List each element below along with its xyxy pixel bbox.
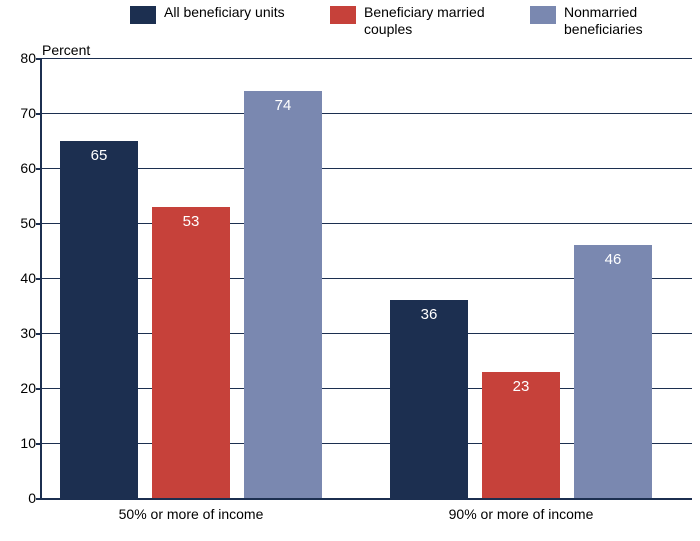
y-tick-mark (36, 278, 42, 280)
y-tick-mark (36, 113, 42, 115)
y-tick-mark (36, 333, 42, 335)
bar: 74 (244, 91, 322, 498)
legend-item: Beneficiary married couples (330, 4, 500, 38)
y-axis-title: Percent (42, 42, 90, 58)
legend-label: Beneficiary married couples (364, 4, 500, 38)
legend-swatch (130, 6, 156, 24)
plot-area: 0102030405060708065537450% or more of in… (40, 58, 692, 500)
bar: 23 (482, 372, 560, 499)
y-tick-mark (36, 388, 42, 390)
bar-value-label: 46 (574, 251, 652, 268)
bar-value-label: 65 (60, 147, 138, 164)
legend-swatch (530, 6, 556, 24)
y-tick-mark (36, 223, 42, 225)
legend-label: Nonmarried beneficiaries (564, 4, 700, 38)
legend-item: All beneficiary units (130, 4, 300, 38)
bar-value-label: 53 (152, 213, 230, 230)
bar: 36 (390, 300, 468, 498)
chart-container: All beneficiary units Beneficiary marrie… (0, 0, 700, 541)
y-tick-mark (36, 443, 42, 445)
y-tick-mark (36, 58, 42, 60)
bar: 46 (574, 245, 652, 498)
x-axis-label: 50% or more of income (60, 498, 322, 522)
bar-value-label: 36 (390, 306, 468, 323)
x-axis-label: 90% or more of income (390, 498, 652, 522)
bar-value-label: 74 (244, 97, 322, 114)
bar: 53 (152, 207, 230, 499)
bar: 65 (60, 141, 138, 499)
legend: All beneficiary units Beneficiary marrie… (130, 4, 700, 38)
grid-line (42, 168, 692, 169)
grid-line (42, 113, 692, 114)
y-tick-mark (36, 168, 42, 170)
grid-line (42, 223, 692, 224)
legend-swatch (330, 6, 356, 24)
legend-label: All beneficiary units (164, 4, 285, 21)
legend-item: Nonmarried beneficiaries (530, 4, 700, 38)
grid-line (42, 58, 692, 59)
bar-value-label: 23 (482, 378, 560, 395)
y-tick-mark (36, 498, 42, 500)
